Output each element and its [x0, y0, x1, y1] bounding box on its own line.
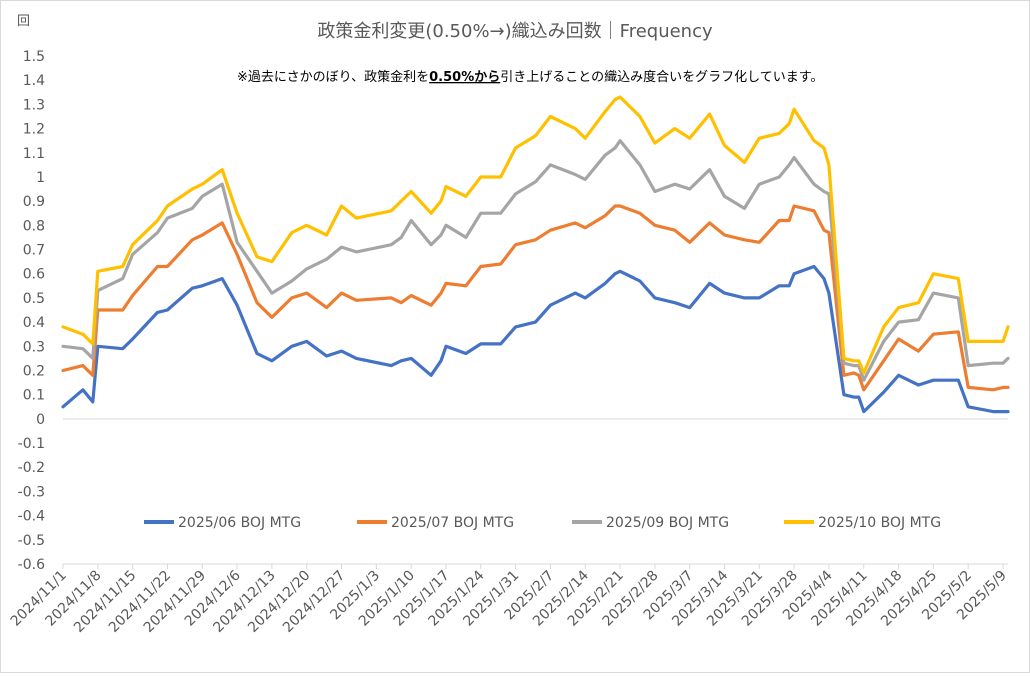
y-tick-label: 1.2	[23, 122, 45, 138]
x-axis-tick-labels: 2024/11/12024/11/82024/11/152024/11/2220…	[8, 564, 1010, 636]
chart-note: ※過去にさかのぼり、政策金利を0.50%から引き上げることの織込み度合いをグラフ…	[237, 69, 823, 85]
y-tick-label: 0.9	[23, 194, 45, 210]
series-line	[61, 264, 1010, 414]
y-tick-label: 1.1	[23, 146, 45, 162]
note-suffix: 引き上げることの織込み度合いをグラフ化しています。	[500, 69, 823, 85]
y-tick-label: 0.5	[23, 291, 45, 307]
y-tick-label: 0.1	[23, 388, 45, 404]
y-tick-label: 1.5	[23, 49, 45, 65]
y-tick-label: 0.2	[23, 363, 45, 379]
x-axis	[63, 418, 1008, 565]
y-tick-label: 0	[36, 412, 45, 428]
series-lines	[61, 95, 1010, 414]
y-tick-label: 1.3	[23, 97, 45, 113]
y-tick-label: 1	[36, 170, 45, 186]
legend-entry: 2025/07 BOJ MTG	[391, 515, 514, 531]
y-tick-label: 0.8	[23, 218, 45, 234]
series-line	[61, 95, 1010, 375]
note-bold: 0.50%から	[429, 70, 500, 85]
y-tick-label: -0.1	[18, 436, 45, 452]
chart-title: 政策金利変更(0.50%→)織込み回数｜Frequency	[317, 21, 713, 42]
legend-entry: 2025/10 BOJ MTG	[818, 515, 941, 531]
series-line	[61, 139, 1010, 382]
y-unit-label: 回	[17, 14, 30, 29]
y-tick-label: 0.3	[23, 339, 45, 355]
note-prefix: ※過去にさかのぼり、政策金利を	[237, 69, 429, 85]
y-tick-label: -0.2	[18, 460, 45, 476]
y-tick-label: -0.4	[18, 509, 45, 525]
series-line	[61, 204, 1010, 392]
y-tick-label: 0.4	[23, 315, 45, 331]
legend-entry: 2025/09 BOJ MTG	[606, 515, 729, 531]
legend: 2025/06 BOJ MTG 2025/07 BOJ MTG 2025/09 BO…	[144, 515, 941, 531]
legend-entry: 2025/06 BOJ MTG	[178, 515, 301, 531]
y-tick-label: -0.3	[18, 484, 45, 500]
y-tick-label: -0.6	[18, 557, 45, 573]
y-tick-label: 0.6	[23, 267, 45, 283]
y-tick-label: 0.7	[23, 243, 45, 259]
y-axis-tick-labels: 1.5 1.4 1.3 1.2 1.1 1 0.9 0.8 0.7 0.6 0.5 0.4 0.3 0.2…	[18, 49, 45, 573]
y-tick-label: 1.4	[23, 73, 45, 89]
y-tick-label: -0.5	[18, 533, 45, 549]
